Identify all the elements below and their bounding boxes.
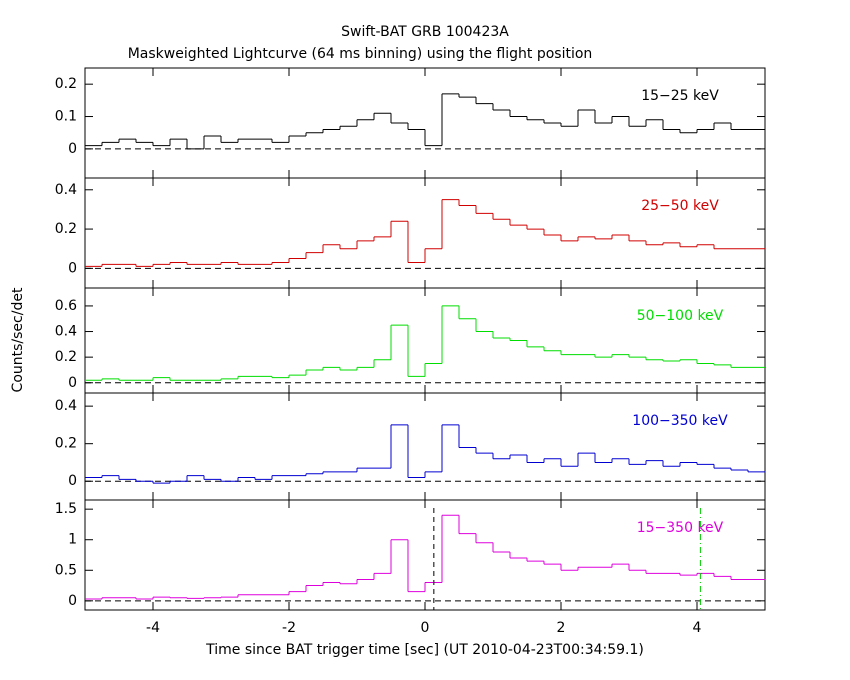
y-tick-label: 0.4	[55, 398, 77, 414]
y-tick-label: 1	[68, 532, 77, 548]
y-tick-label: 0.2	[55, 436, 77, 452]
legend-label: 15−350 keV	[637, 520, 724, 536]
y-axis-label: Counts/sec/det	[10, 287, 26, 392]
y-tick-label: 0.2	[55, 221, 77, 237]
y-tick-label: 0	[68, 260, 77, 276]
y-tick-label: 0.6	[55, 298, 77, 314]
legend-label: 50−100 keV	[637, 308, 724, 324]
y-tick-label: 0.1	[55, 109, 77, 125]
x-tick-label: -4	[146, 620, 160, 636]
y-tick-label: 0	[68, 473, 77, 489]
legend-label: 100−350 keV	[632, 413, 728, 429]
x-tick-label: 4	[693, 620, 702, 636]
y-tick-label: 0.4	[55, 324, 77, 340]
y-tick-label: 0.5	[55, 562, 77, 578]
legend-label: 15−25 keV	[641, 88, 719, 104]
panel-frame	[84, 392, 766, 501]
chart-subtitle: Maskweighted Lightcurve (64 ms binning) …	[128, 46, 593, 62]
y-tick-label: 1.5	[55, 501, 77, 517]
y-tick-label: 0	[68, 375, 77, 391]
panel-frame	[84, 287, 766, 394]
x-axis-label: Time since BAT trigger time [sec] (UT 20…	[205, 642, 644, 658]
panel-frame	[84, 177, 766, 289]
panel-frame	[84, 499, 766, 611]
x-tick-label: 2	[557, 620, 566, 636]
y-tick-label: 0.2	[55, 76, 77, 92]
x-tick-label: 0	[421, 620, 430, 636]
y-tick-label: 0	[68, 593, 77, 609]
y-tick-label: 0.2	[55, 349, 77, 365]
chart-title: Swift-BAT GRB 100423A	[341, 24, 509, 40]
y-tick-label: 0.4	[55, 182, 77, 198]
x-tick-label: -2	[282, 620, 296, 636]
y-tick-label: 0	[68, 141, 77, 157]
legend-label: 25−50 keV	[641, 198, 719, 214]
